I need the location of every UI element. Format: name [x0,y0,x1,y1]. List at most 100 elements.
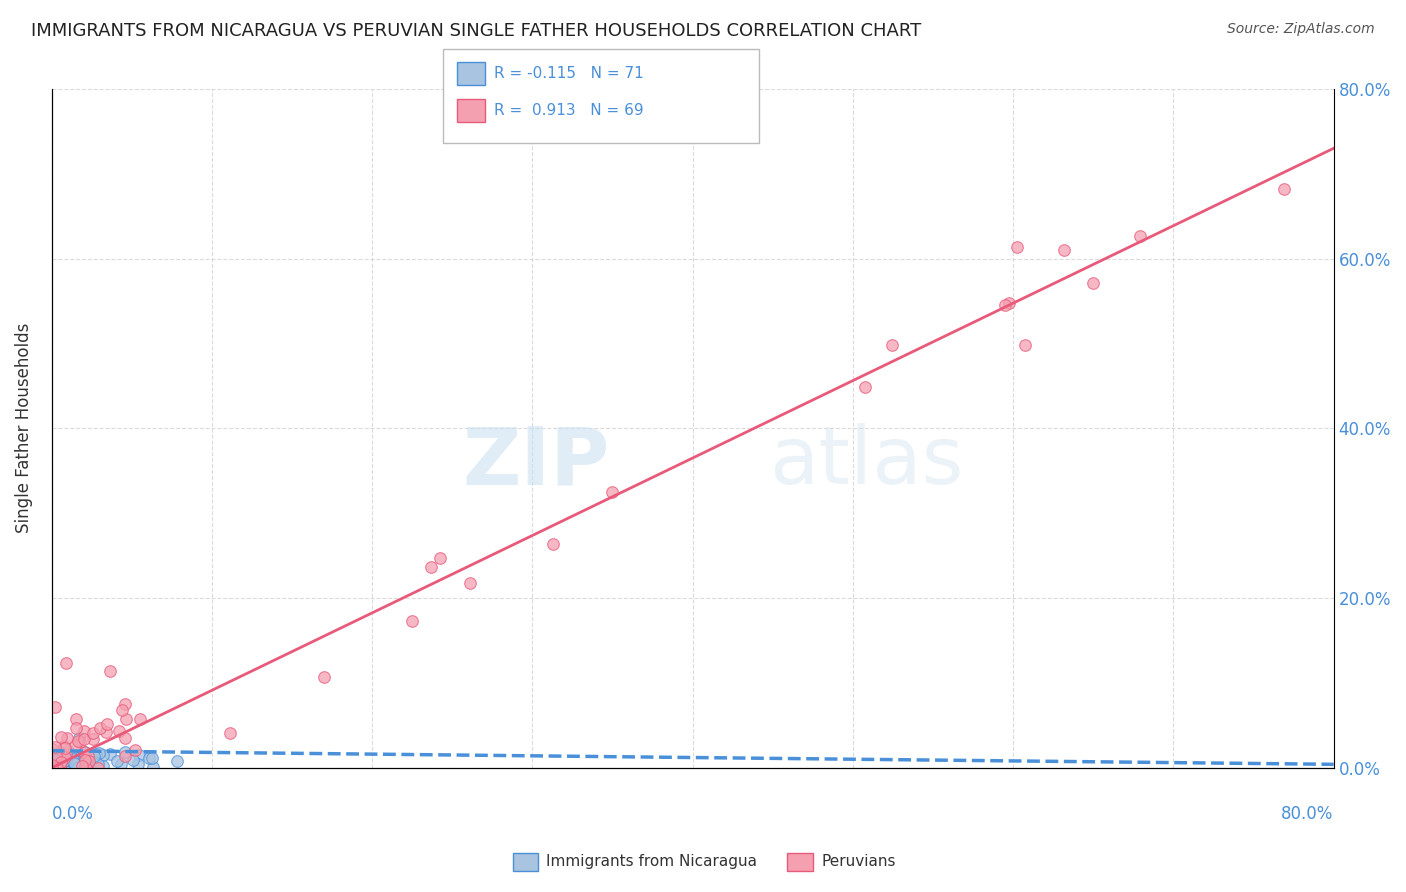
Point [86,761,108,775]
Point [53,739,76,753]
Point [56,731,79,746]
Point [79,754,101,768]
Point [98,664,121,678]
Point [87,756,110,771]
Point [51,755,73,769]
Text: 80.0%: 80.0% [1281,805,1334,823]
Text: ZIP: ZIP [463,423,609,501]
Point [48,761,70,775]
Point [312,670,335,684]
Point [42,761,65,775]
Point [41,746,63,760]
Text: Peruvians: Peruvians [821,855,896,869]
Point [73,753,96,767]
Point [73,761,96,775]
Point [65,712,87,726]
Point [46,760,69,774]
Point [44,752,66,766]
Point [52,761,75,775]
Point [51,752,73,766]
Point [53,750,76,764]
Point [62,748,84,763]
Point [419,560,441,574]
Point [66,760,89,774]
Point [1014,338,1036,352]
Point [98,747,121,761]
Point [55,656,77,670]
Point [69,734,91,748]
Point [602,484,624,499]
Point [1081,276,1104,290]
Text: atlas: atlas [769,423,965,501]
Point [114,697,136,711]
Point [77,748,100,763]
Point [108,724,131,739]
Point [66,757,89,772]
Point [45,760,67,774]
Text: 0.0%: 0.0% [52,805,94,823]
Point [42,751,65,765]
Point [51,749,73,764]
Point [83,731,105,746]
Point [42,757,65,772]
Point [53,749,76,764]
Point [63,756,86,771]
Point [83,748,105,763]
Point [55,753,77,767]
Point [42,756,65,770]
Point [67,755,90,769]
Point [45,756,67,770]
Point [49,758,72,772]
Point [76,756,98,771]
Point [45,761,67,775]
Point [55,747,77,761]
Point [51,752,73,766]
Point [429,551,451,566]
Point [53,755,76,769]
Point [997,296,1019,310]
Point [63,756,86,770]
Point [46,747,69,762]
Point [84,747,107,761]
Point [42,756,65,770]
Point [60,749,83,764]
Y-axis label: Single Father Households: Single Father Households [15,323,32,533]
Point [114,745,136,759]
Point [138,751,160,765]
Point [44,761,66,775]
Point [51,750,73,764]
Point [44,739,66,754]
Point [62,751,84,765]
Point [994,298,1017,312]
Point [114,749,136,764]
Point [124,743,146,757]
Point [67,748,90,763]
Point [79,747,101,762]
Point [73,732,96,747]
Point [853,379,876,393]
Point [62,754,84,768]
Point [46,761,69,775]
Point [401,614,423,628]
Point [105,754,128,768]
Text: Immigrants from Nicaragua: Immigrants from Nicaragua [546,855,756,869]
Point [73,745,96,759]
Point [458,575,481,590]
Point [44,756,66,770]
Text: R = -0.115   N = 71: R = -0.115 N = 71 [494,66,644,80]
Point [73,724,96,739]
Point [46,756,69,770]
Point [127,757,149,772]
Point [1005,240,1028,254]
Point [219,726,242,740]
Point [67,759,90,773]
Point [46,755,69,769]
Point [58,753,80,767]
Point [142,760,165,774]
Point [129,713,152,727]
Point [42,757,65,772]
Point [44,754,66,768]
Point [44,700,66,714]
Point [48,752,70,766]
Point [63,738,86,752]
